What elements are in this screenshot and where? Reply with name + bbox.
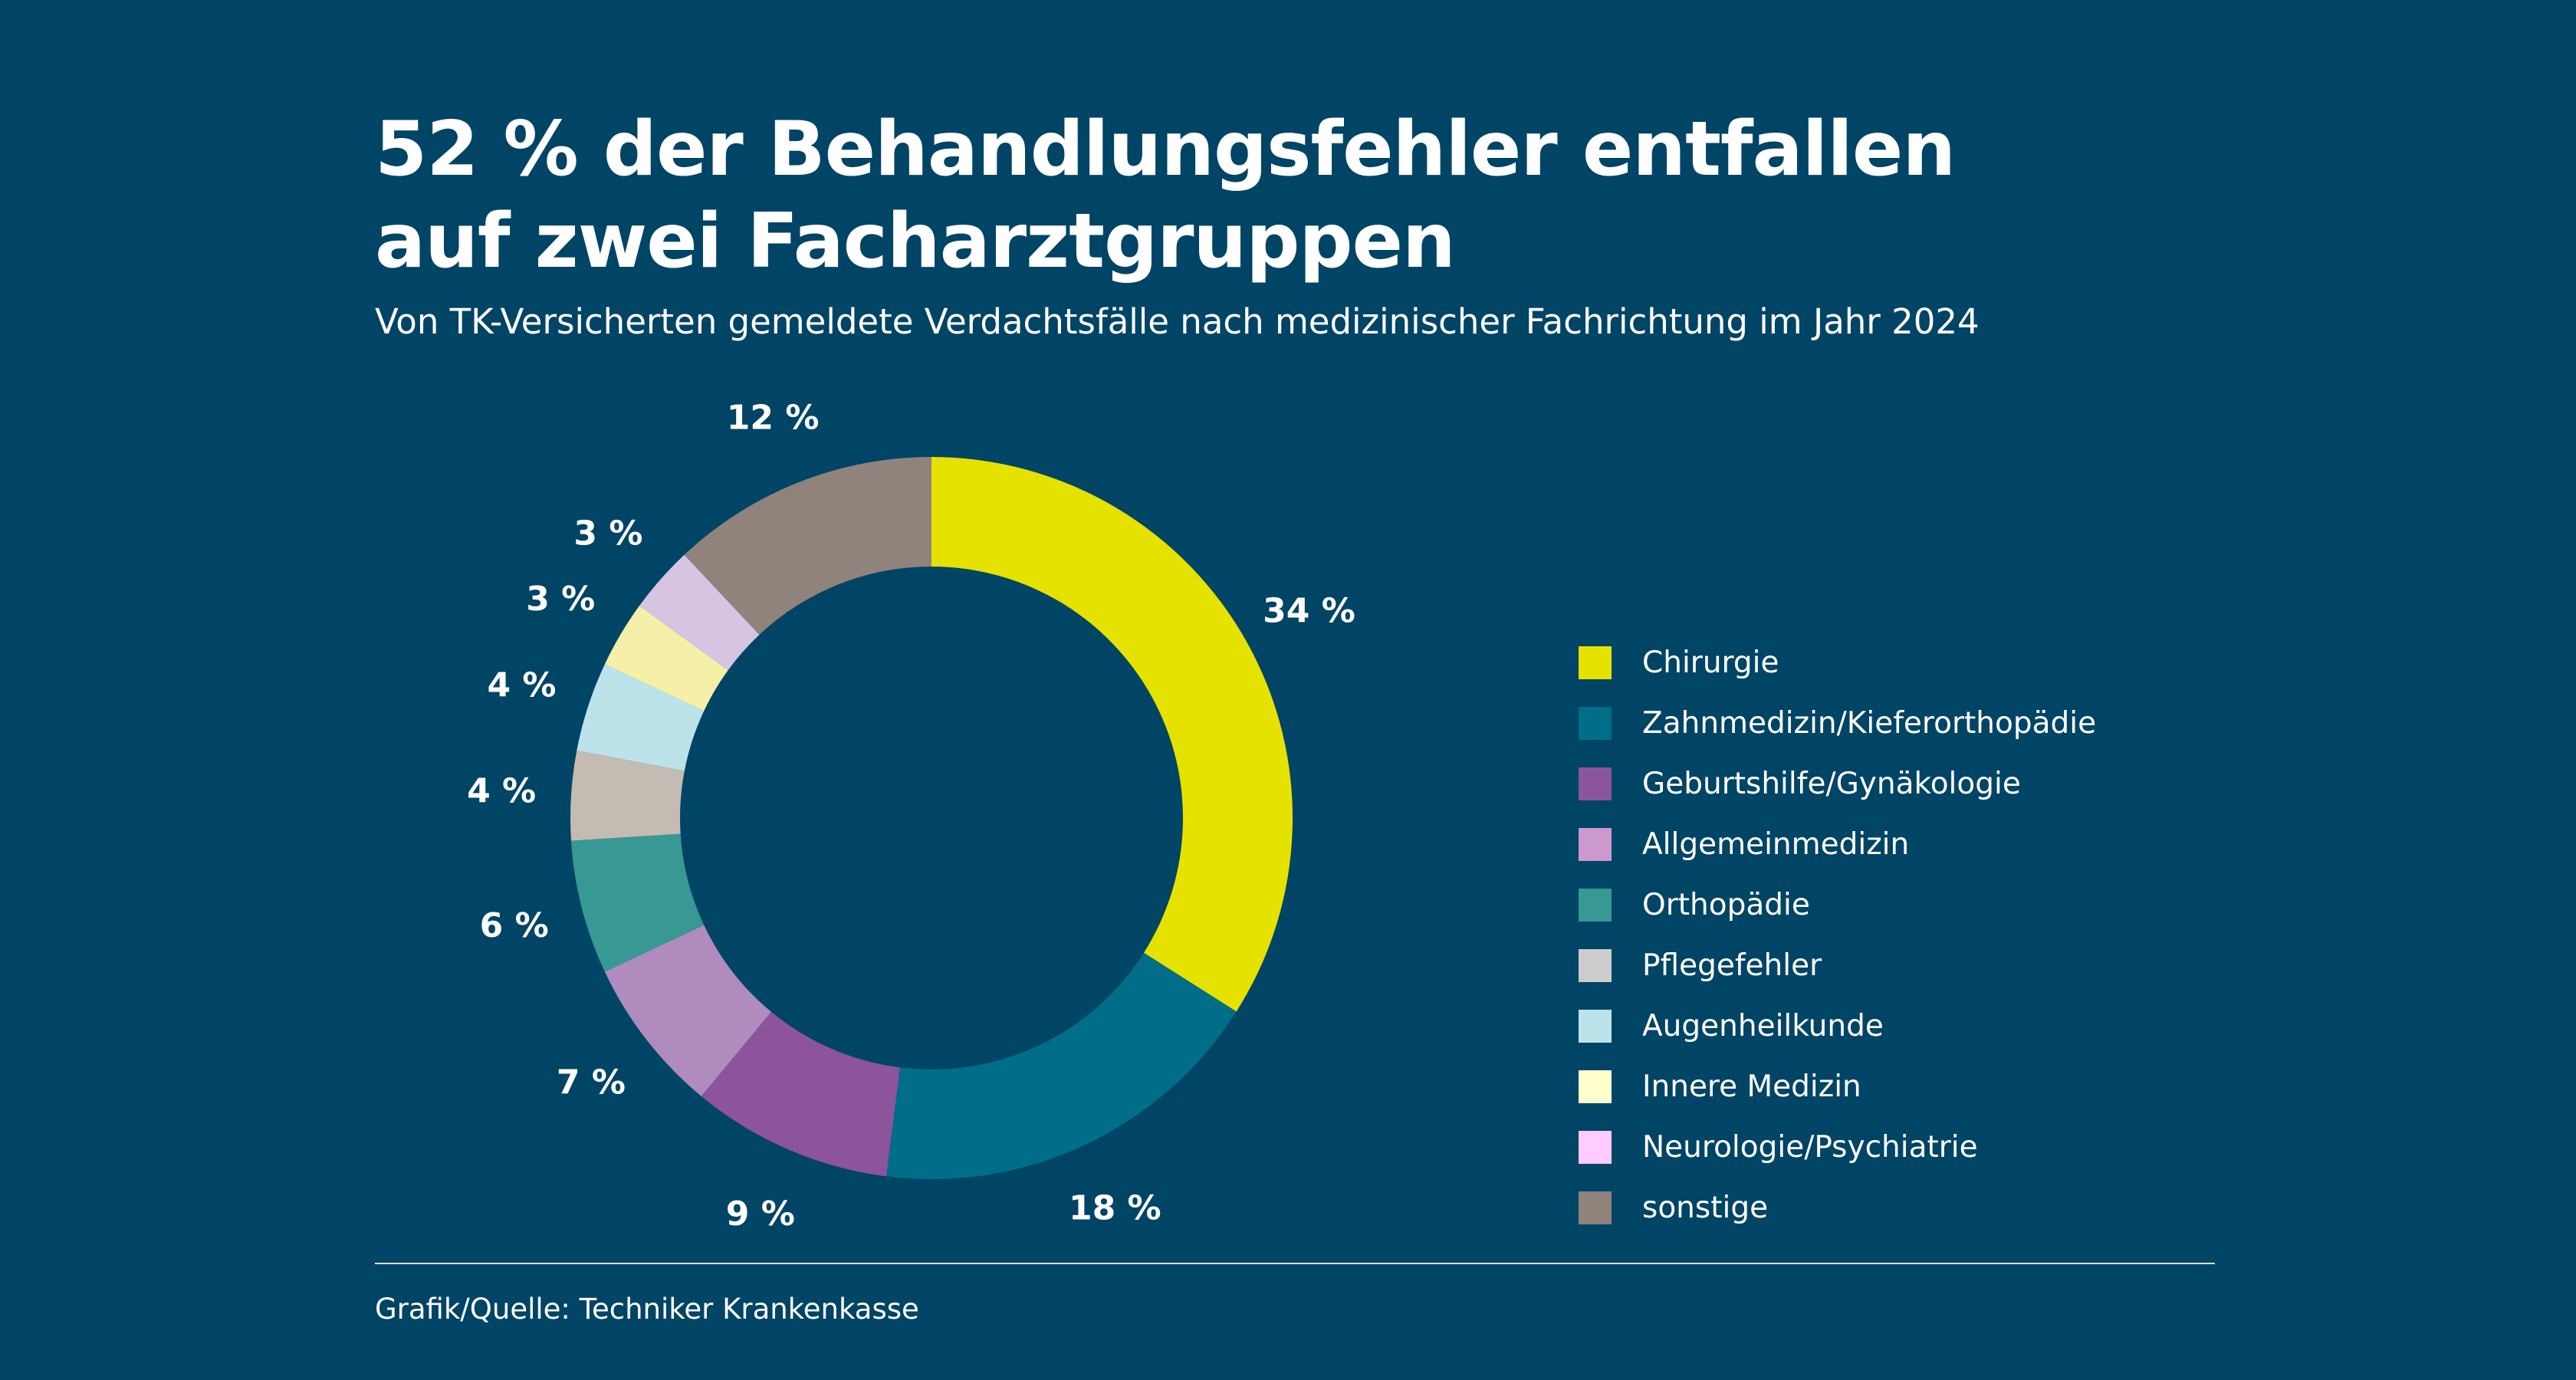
legend-item: Chirurgie [1579,632,2096,693]
slice-augenheilkunde [577,664,705,771]
title-line-2: auf zwei Facharztgruppen [375,198,1456,285]
legend-item: Geburtshilfe/Gynäkologie [1579,754,2096,814]
source-note: Grafik/Quelle: Techniker Krankenkasse [375,1293,919,1326]
legend-label: Zahnmedizin/Kieferorthopädie [1642,706,2097,741]
legend-swatch [1579,1131,1612,1164]
legend-swatch [1579,1070,1612,1103]
legend-item: Orthopädie [1579,875,2096,935]
legend-label: Neurologie/Psychiatrie [1642,1130,1978,1165]
legend-item: sonstige [1579,1178,2096,1238]
legend-item: Zahnmedizin/Kieferorthopädie [1579,693,2096,754]
chart-subtitle: Von TK-Versicherten gemeldete Verdachtsf… [375,301,1980,342]
title-line-1: 52 % der Behandlungsfehler entfallen [375,106,1956,193]
slice-sonstige [684,457,932,635]
legend-item: Pflegefehler [1579,935,2096,996]
data-label: 18 % [1069,1189,1162,1228]
legend-item: Innere Medizin [1579,1056,2096,1117]
data-label: 3 % [526,580,595,619]
legend-item: Neurologie/Psychiatrie [1579,1117,2096,1178]
data-label: 3 % [573,514,642,553]
data-label: 12 % [727,398,820,437]
legend-item: Augenheilkunde [1579,996,2096,1056]
legend-swatch [1579,646,1612,679]
legend-label: Innere Medizin [1642,1070,1861,1104]
legend: Chirurgie Zahnmedizin/Kieferorthopädie Geb… [1579,632,2096,1238]
legend-label: Allgemeinmedizin [1642,827,1910,862]
legend-swatch [1579,1010,1612,1043]
legend-label: sonstige [1642,1191,1769,1225]
slice-orthopädie [570,833,705,972]
data-label: 4 % [467,772,536,811]
legend-label: Augenheilkunde [1642,1009,1884,1043]
data-label: 7 % [557,1063,626,1102]
data-label: 9 % [726,1194,795,1234]
data-label: 6 % [480,906,549,945]
slice-pflegefehler [570,750,685,841]
legend-swatch [1579,1191,1612,1224]
legend-swatch [1579,707,1612,740]
slice-innere-medizin [604,606,728,711]
chart-title: 52 % der Behandlungsfehler entfallen auf… [375,104,1956,288]
data-label: 4 % [487,665,556,705]
data-label: 34 % [1263,591,1355,630]
legend-swatch [1579,828,1612,861]
slice-zahnmedizin-kieferorthopädie [886,952,1237,1179]
slice-chirurgie [932,457,1293,1012]
divider [375,1263,2215,1264]
legend-label: Chirurgie [1642,646,1779,680]
slice-geburtshilfe-gynäkologie [701,1011,900,1177]
slice-neurologie-psychiatrie [639,554,760,671]
legend-label: Pflegefehler [1642,948,1822,983]
legend-label: Geburtshilfe/Gynäkologie [1642,767,2021,801]
legend-swatch [1579,767,1612,800]
legend-swatch [1579,949,1612,982]
legend-swatch [1579,889,1612,922]
legend-item: Allgemeinmedizin [1579,814,2096,875]
legend-label: Orthopädie [1642,888,1810,922]
slice-allgemeinmedizin [604,925,771,1096]
